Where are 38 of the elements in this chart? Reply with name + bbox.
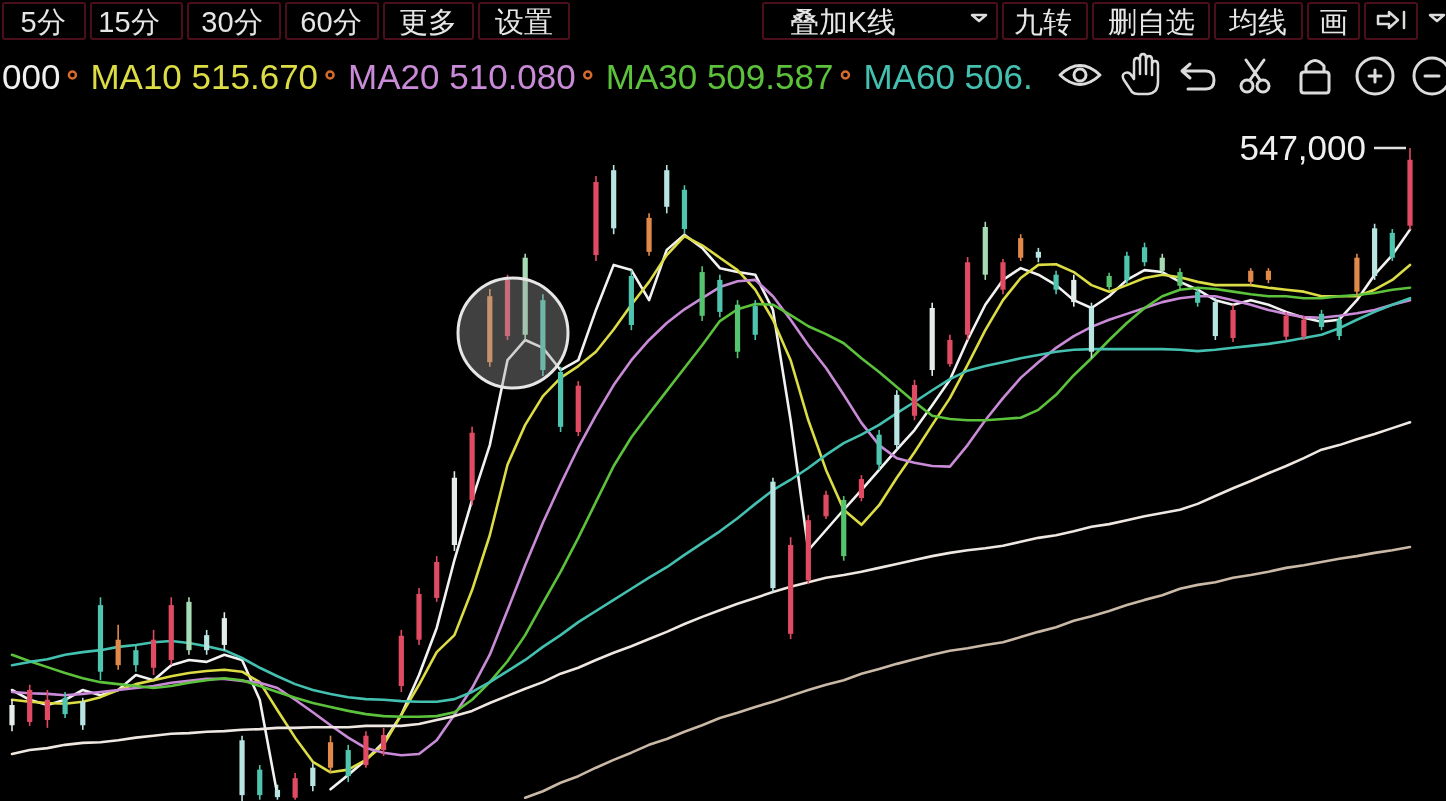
text: 画 (1318, 6, 1348, 38)
candlestick (1177, 267, 1183, 291)
candlestick (9, 698, 15, 732)
candlestick (1053, 269, 1059, 296)
candlestick (1071, 273, 1077, 308)
annotation: 547,000 (1239, 128, 1366, 167)
text: 15分 (98, 6, 160, 38)
text: 30分 (201, 6, 263, 38)
text: MA30 509.587 (605, 57, 834, 96)
text: 更多 (399, 6, 457, 38)
candlestick (1141, 241, 1148, 267)
candlestick (80, 697, 86, 731)
text: 60分 (300, 6, 362, 38)
text: 删自选 (1107, 6, 1195, 38)
text: MA10 515.670 (90, 57, 319, 96)
text: 5分 (20, 6, 66, 38)
text: 叠加K线 (789, 6, 897, 38)
candlestick (1318, 309, 1325, 331)
text: 九转 (1014, 6, 1072, 38)
candlestick (1336, 315, 1342, 341)
candlestick (858, 474, 865, 503)
candlestick (133, 644, 139, 673)
text: 均线 (1228, 6, 1287, 38)
text: MA20 510.080 (348, 57, 576, 96)
candlestick (381, 727, 387, 757)
candlestick (1301, 315, 1307, 341)
candlestick (1159, 252, 1165, 276)
candlestick (310, 762, 316, 793)
candlestick (292, 772, 298, 801)
text: 设置 (495, 6, 553, 38)
text: 000 (2, 57, 61, 96)
candlestick (1018, 233, 1024, 262)
candlestick (204, 629, 210, 656)
text: MA60 506. (863, 57, 1033, 96)
candlestick (823, 490, 829, 520)
candlestick (62, 691, 68, 719)
candlestick (44, 689, 50, 729)
candlestick (1283, 311, 1289, 341)
